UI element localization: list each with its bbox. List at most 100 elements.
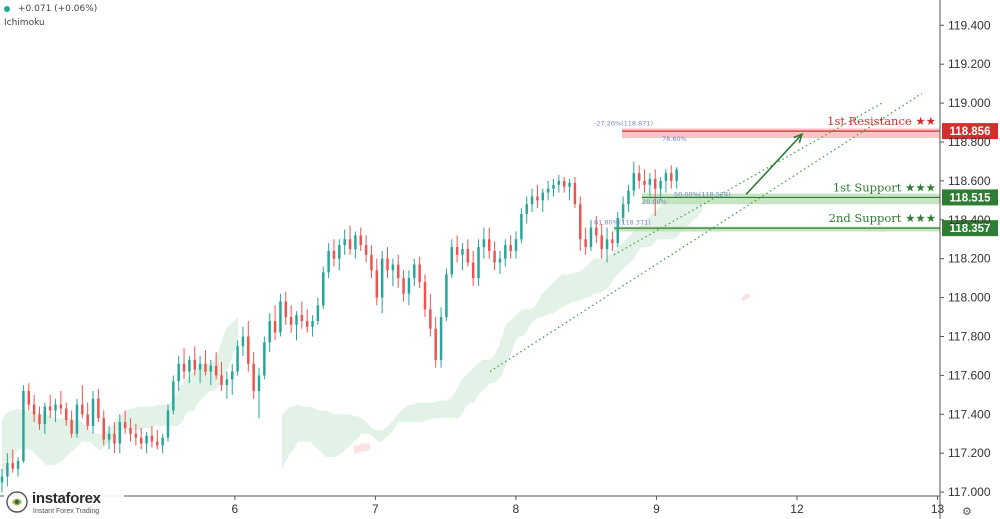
- candle-body: [198, 363, 202, 370]
- candle-body: [573, 182, 577, 205]
- candle-body: [338, 245, 341, 259]
- candle-body: [541, 192, 545, 201]
- candle-body: [209, 365, 213, 372]
- candle-body: [354, 235, 357, 249]
- candle-body: [188, 359, 191, 372]
- candle-body: [182, 363, 186, 372]
- price-change: +0.071 (+0.06%): [18, 4, 98, 14]
- candle-body: [466, 248, 470, 263]
- y-tick-label: 118.400: [948, 213, 991, 227]
- candle-body: [236, 346, 239, 372]
- projection-arrow: [745, 133, 803, 196]
- candle-body: [664, 173, 668, 181]
- candle-body: [81, 404, 84, 415]
- candle-body: [300, 315, 304, 321]
- candle-body: [413, 264, 416, 279]
- fib-label: 61.80%(118.371): [594, 219, 651, 227]
- candle-body: [166, 410, 170, 438]
- candle-body: [332, 250, 336, 259]
- logo-name: instaforex: [32, 490, 101, 507]
- x-tick-label: 8: [513, 502, 520, 516]
- candle-body: [65, 408, 68, 421]
- cloud-bullish-left: [2, 317, 238, 477]
- candle-body: [391, 264, 395, 271]
- candle-body: [113, 433, 116, 444]
- candle-body: [380, 258, 384, 298]
- candle-body: [536, 196, 539, 201]
- y-tick-label: 119.000: [948, 96, 991, 110]
- cloud-bearish-1: [742, 293, 750, 302]
- level-zones: [614, 128, 940, 232]
- logo-icon: [6, 491, 28, 513]
- candle-body: [445, 274, 448, 318]
- trendline-0: [489, 92, 923, 373]
- price-tag-bg: [942, 220, 998, 237]
- candle-body: [161, 437, 164, 446]
- y-tick-label: 117.800: [948, 330, 991, 344]
- price-tag-bg: [942, 189, 998, 206]
- y-tick-label: 117.000: [948, 485, 991, 499]
- candle-body: [423, 282, 427, 310]
- logo-tagline: Instant Forex Trading: [33, 508, 100, 515]
- candle-body: [643, 180, 646, 185]
- level-label: 1st Support ★★★: [833, 180, 936, 194]
- candle-body: [289, 317, 293, 325]
- zone-1st-resistance: [622, 128, 940, 139]
- candle-body: [129, 427, 132, 434]
- candle-body: [273, 320, 277, 333]
- price-axis[interactable]: 117.000 117.200 117.400 117.600 117.800 118.0…: [939, 0, 991, 519]
- candle-body: [616, 217, 619, 244]
- candle-body: [552, 184, 555, 189]
- candle-body: [514, 239, 518, 251]
- candle-body: [102, 418, 105, 440]
- candle-body: [461, 248, 464, 255]
- candle-body: [316, 305, 320, 321]
- candle-body: [295, 315, 298, 325]
- candle-body: [429, 309, 432, 329]
- y-tick-label: 117.400: [948, 407, 991, 421]
- candle-body: [97, 398, 100, 419]
- candle-body: [214, 365, 218, 376]
- candle-body: [156, 441, 159, 446]
- candle-body: [653, 178, 657, 189]
- candle-body: [145, 435, 148, 444]
- candle-body: [589, 227, 593, 248]
- candle-body: [268, 320, 271, 343]
- live-dot-icon: [4, 5, 10, 12]
- ichimoku-cloud: [2, 196, 750, 477]
- candle-body: [434, 328, 437, 360]
- fib-label: 50.00%(118.524): [674, 190, 731, 198]
- candle-body: [204, 363, 207, 372]
- candle-body: [455, 247, 459, 255]
- x-tick-label: 12: [790, 502, 804, 516]
- price-change-readout: +0.071 (+0.06%): [4, 4, 97, 14]
- candle-body: [193, 359, 196, 370]
- y-tick-label: 118.000: [948, 291, 991, 305]
- candle-body: [525, 204, 528, 214]
- candle-body: [150, 435, 154, 442]
- candle-body: [279, 301, 282, 333]
- candle-body: [32, 404, 36, 415]
- candle-body: [557, 180, 561, 185]
- candle-body: [348, 239, 352, 249]
- candle-body: [75, 404, 79, 434]
- time-axis[interactable]: 56789121314: [0, 495, 1000, 516]
- candle-body: [38, 414, 41, 425]
- gear-icon[interactable]: ⚙: [962, 505, 972, 518]
- trendline-1: [613, 102, 883, 256]
- candle-body: [568, 182, 571, 187]
- y-tick-label: 119.400: [948, 18, 991, 32]
- indicator-label[interactable]: Ichimoku: [4, 18, 45, 28]
- candle-body: [621, 204, 625, 218]
- cloud-bearish-0: [354, 443, 370, 454]
- candle-body: [471, 262, 475, 279]
- candles: [0, 161, 678, 493]
- y-tick-label: 118.800: [948, 135, 991, 149]
- candle-body: [107, 433, 111, 440]
- x-tick-label: 6: [232, 502, 239, 516]
- y-tick-label: 119.200: [948, 57, 991, 71]
- candle-body: [627, 190, 630, 205]
- candle-body: [123, 422, 127, 428]
- trendlines: [489, 92, 923, 373]
